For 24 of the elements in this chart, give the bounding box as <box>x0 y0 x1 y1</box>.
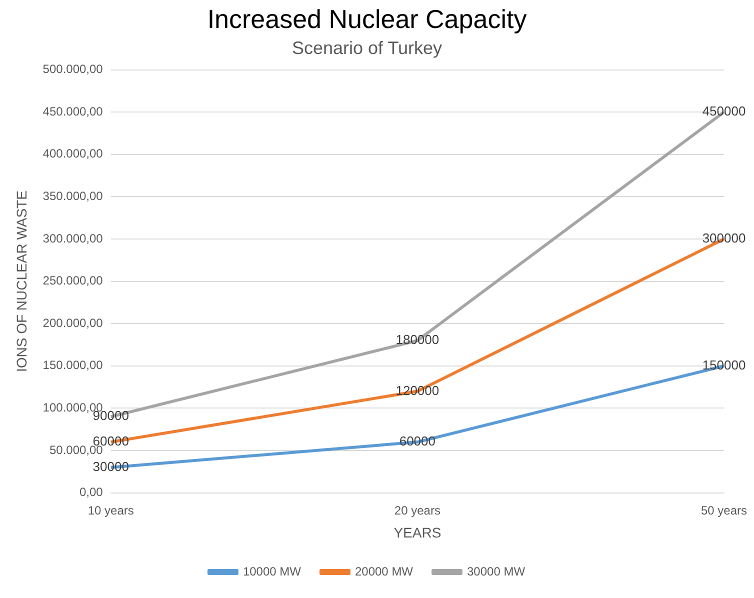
data-label: 450000 <box>702 104 746 119</box>
y-tick-label: 150.000,00 <box>42 358 104 372</box>
chart-title: Increased Nuclear Capacity <box>207 4 527 34</box>
legend-label: 30000 MW <box>467 564 526 578</box>
y-tick-label: 400.000,00 <box>42 146 104 161</box>
data-label: 180000 <box>396 332 440 348</box>
y-axis-title: IONS OF NUCLEAR WASTE <box>13 190 30 372</box>
y-tick-label: 300.000,00 <box>42 231 104 246</box>
chart-subtitle: Scenario of Turkey <box>292 38 442 58</box>
data-label: 30000 <box>92 459 129 474</box>
y-tick-label: 200.000,00 <box>42 316 104 330</box>
y-tick-label: 250.000,00 <box>42 274 104 288</box>
y-tick-label: 450.000,00 <box>42 104 104 118</box>
x-tick-label: 20 years <box>394 503 440 518</box>
legend-label: 10000 MW <box>242 564 302 578</box>
legend-label: 20000 MW <box>354 564 414 578</box>
y-tick-label: 350.000,00 <box>42 189 104 204</box>
data-label: 300000 <box>702 230 746 246</box>
y-tick-label: 500.000,00 <box>42 62 104 76</box>
data-label: 150000 <box>702 357 746 372</box>
y-tick-label: 0,00 <box>80 485 104 500</box>
x-tick-label: 50 years <box>700 503 748 518</box>
x-axis-title: YEARS <box>394 524 442 540</box>
x-tick-label: 10 years <box>88 503 134 518</box>
